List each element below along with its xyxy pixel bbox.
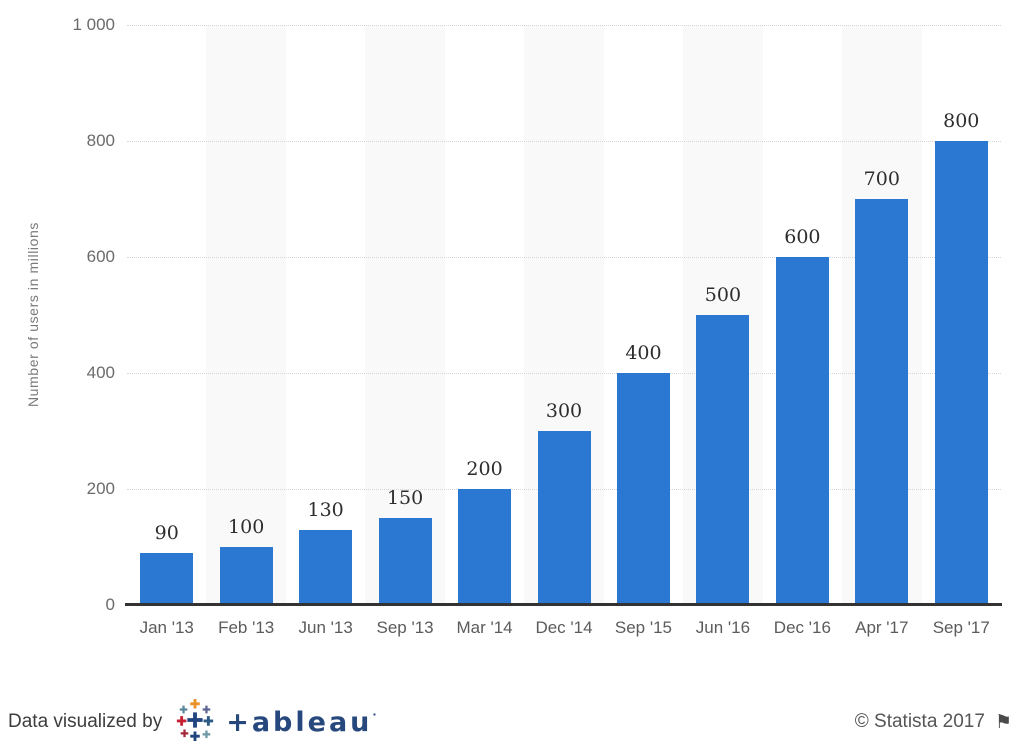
y-tick-label: 1 000 (72, 15, 115, 34)
tableau-link[interactable]: +ableau· (174, 698, 379, 747)
gridline (127, 373, 1001, 374)
x-tick-label: Jun '13 (298, 618, 353, 637)
bar-value-label: 700 (863, 168, 900, 190)
bar-value-label: 90 (154, 521, 179, 544)
y-tick-label: 200 (86, 479, 115, 498)
x-tick-label: Sep '15 (614, 618, 673, 637)
y-tick-label: 600 (86, 247, 115, 266)
trademark-dot: · (372, 707, 380, 721)
x-tick-label: Feb '13 (218, 618, 275, 637)
bar-value-label: 200 (466, 458, 503, 480)
bar-Jun '13[interactable] (299, 529, 353, 605)
y-tick-label: 400 (86, 363, 115, 382)
tableau-logo-icon[interactable] (174, 698, 216, 747)
column-band (206, 25, 286, 605)
bar-Feb '13[interactable] (219, 547, 273, 605)
x-tick-label: Dec '14 (535, 618, 593, 637)
bar-Dec '16[interactable] (775, 257, 829, 605)
copyright-text: © Statista 2017 (854, 711, 985, 732)
bar-value-label: 800 (943, 110, 980, 132)
chart-footer: Data visualized by (8, 698, 1012, 746)
tableau-wordmark[interactable]: +ableau· (226, 706, 380, 738)
bar-value-label: 150 (386, 487, 424, 509)
bar-value-label: 600 (784, 226, 821, 248)
copyright-block: © Statista 2017 ⚑ (855, 711, 1012, 734)
y-axis-title: Number of users in millions (25, 222, 41, 408)
bar-Mar '14[interactable] (458, 489, 512, 605)
x-tick-label: Dec '16 (773, 618, 831, 637)
x-tick-label: Mar '14 (456, 618, 513, 637)
bar-Jun '16[interactable] (696, 315, 750, 605)
bar-value-label: 130 (307, 498, 344, 521)
column-band (365, 25, 445, 605)
x-tick-label: Sep '17 (932, 618, 990, 637)
flag-icon: ⚑ (994, 711, 1012, 733)
gridline (127, 141, 1001, 142)
attribution-text: Data visualized by (8, 711, 163, 732)
bar-value-label: 300 (545, 400, 583, 422)
bar-Sep '17[interactable] (934, 141, 988, 605)
gridline (127, 25, 1001, 26)
bar-value-label: 400 (625, 342, 662, 364)
bar-value-label: 100 (228, 516, 265, 538)
bar-Apr '17[interactable] (855, 199, 909, 605)
x-axis-line (125, 603, 1002, 606)
bar-Jan '13[interactable] (140, 552, 194, 605)
x-tick-label: Jan '13 (139, 618, 194, 637)
x-tick-label: Jun '16 (695, 618, 751, 637)
gridline (127, 257, 1001, 258)
y-tick-label: 800 (86, 131, 115, 150)
x-tick-label: Apr '17 (855, 618, 909, 637)
bar-Dec '14[interactable] (537, 431, 591, 605)
y-tick-label: 0 (105, 595, 115, 614)
attribution-block: Data visualized by (8, 698, 380, 747)
bar-Sep '15[interactable] (616, 373, 670, 605)
bar-Sep '13[interactable] (378, 518, 432, 605)
bar-value-label: 500 (704, 284, 742, 306)
plot-area: 90 100 130 150 200 300 400 500 600 700 800 (127, 25, 1001, 605)
x-tick-label: Sep '13 (376, 618, 434, 637)
